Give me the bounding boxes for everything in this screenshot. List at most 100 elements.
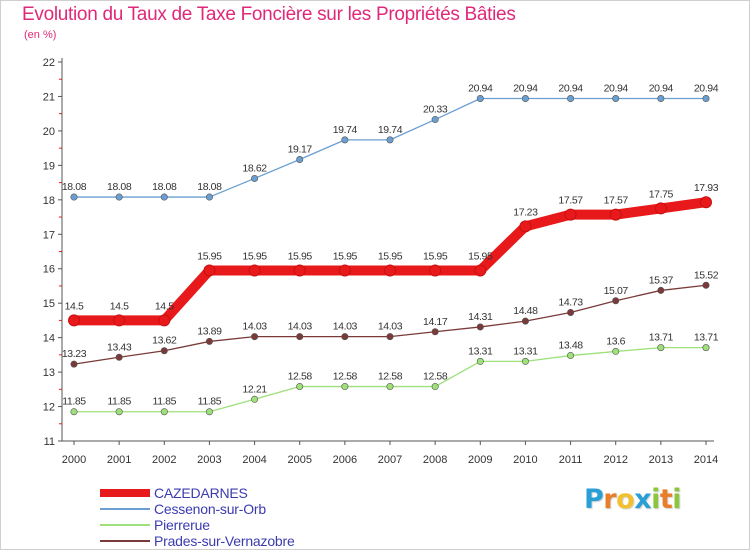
data-point-1 [205, 193, 213, 201]
data-label-2: 13.31 [468, 345, 493, 357]
logo-letter: i [651, 484, 660, 515]
data-label-0: 14.5 [155, 300, 174, 312]
data-label-2: 12.58 [288, 371, 313, 383]
logo-letter: x [634, 484, 652, 515]
data-label-2: 13.48 [558, 340, 583, 352]
data-point-3 [521, 317, 529, 325]
data-point-1 [657, 95, 665, 103]
data-point-2 [160, 408, 168, 416]
legend-label: Pierrerue [154, 517, 210, 533]
data-label-1: 18.08 [197, 181, 222, 193]
legend-swatch-prades [100, 540, 150, 542]
legend-swatch-pierrerue [100, 524, 150, 526]
data-point-0 [68, 314, 80, 327]
data-point-3 [657, 286, 665, 294]
data-point-2 [115, 408, 123, 416]
data-label-3: 14.03 [378, 321, 403, 333]
data-label-2: 13.31 [513, 345, 538, 357]
y-tick-label: 14 [43, 333, 55, 345]
data-label-0: 14.5 [110, 300, 129, 312]
data-point-0 [158, 314, 171, 327]
x-tick-label: 2014 [694, 454, 718, 466]
x-tick-label: 2000 [62, 454, 86, 466]
data-point-2 [341, 383, 349, 391]
data-point-0 [384, 264, 396, 277]
data-point-1 [567, 95, 575, 103]
legend-swatch-cazedarnes [100, 489, 150, 497]
x-tick-label: 2005 [287, 454, 311, 466]
data-point-0 [429, 264, 442, 277]
legend-item-prades: Prades-sur-Vernazobre [100, 533, 400, 549]
data-label-0: 17.93 [694, 182, 719, 194]
x-tick-label: 2009 [468, 454, 492, 466]
x-tick-label: 2007 [378, 454, 402, 466]
y-tick-label: 22 [43, 57, 55, 69]
data-label-0: 15.95 [288, 250, 313, 262]
data-point-0 [338, 264, 351, 277]
data-label-1: 20.94 [468, 83, 493, 95]
data-label-2: 12.58 [423, 371, 448, 383]
x-tick-label: 2008 [423, 454, 447, 466]
data-point-1 [521, 95, 529, 103]
data-point-0 [113, 314, 126, 327]
data-label-3: 15.52 [694, 269, 719, 281]
data-label-3: 14.73 [558, 296, 583, 308]
data-point-2 [567, 352, 575, 360]
data-label-2: 13.71 [694, 332, 719, 344]
legend-item-cessenon: Cessenon-sur-Orb [100, 501, 400, 517]
data-label-0: 15.95 [378, 250, 403, 262]
data-point-3 [160, 347, 168, 355]
data-point-3 [115, 353, 123, 361]
data-point-3 [70, 360, 78, 368]
legend-label: Cessenon-sur-Orb [154, 501, 266, 517]
x-tick-label: 2013 [649, 454, 673, 466]
data-label-1: 19.74 [378, 124, 403, 136]
data-point-0 [248, 264, 261, 277]
data-label-3: 14.03 [333, 321, 358, 333]
data-label-0: 17.23 [513, 206, 538, 218]
data-label-1: 18.08 [107, 181, 132, 193]
data-label-1: 19.17 [288, 144, 313, 156]
data-point-0 [203, 264, 216, 277]
logo-letter: t [659, 484, 673, 515]
data-point-3 [296, 333, 304, 341]
logo-letter: i [672, 484, 682, 515]
data-point-3 [205, 337, 213, 345]
data-label-2: 13.6 [606, 335, 625, 347]
y-tick-label: 19 [43, 160, 55, 172]
y-tick-label: 16 [43, 264, 55, 276]
x-tick-label: 2010 [513, 454, 537, 466]
data-point-2 [386, 383, 394, 391]
data-label-0: 15.95 [242, 250, 267, 262]
data-point-1 [341, 136, 349, 144]
data-label-1: 20.94 [604, 83, 629, 95]
data-label-3: 13.23 [62, 348, 87, 360]
data-point-3 [251, 333, 259, 341]
data-point-3 [386, 333, 394, 341]
data-label-2: 13.71 [649, 332, 674, 344]
data-point-3 [341, 333, 349, 341]
data-point-1 [70, 193, 78, 201]
x-tick-label: 2004 [242, 454, 266, 466]
data-label-3: 14.03 [288, 321, 313, 333]
data-point-1 [296, 156, 304, 164]
x-tick-label: 2006 [333, 454, 357, 466]
data-label-3: 14.48 [513, 305, 538, 317]
data-label-3: 14.17 [423, 316, 448, 328]
logo-letter: r [603, 484, 617, 515]
data-label-0: 14.5 [65, 300, 84, 312]
data-label-1: 20.94 [558, 83, 583, 95]
data-point-2 [251, 395, 259, 403]
x-tick-label: 2003 [197, 454, 221, 466]
data-label-3: 13.89 [197, 325, 222, 337]
data-point-1 [251, 174, 259, 182]
data-label-2: 12.21 [242, 383, 267, 395]
data-label-3: 13.62 [152, 335, 177, 347]
proxiti-logo: Proxiti [584, 484, 682, 515]
data-point-3 [612, 297, 620, 305]
data-label-1: 19.74 [333, 124, 358, 136]
data-point-2 [296, 383, 304, 391]
y-tick-label: 21 [43, 91, 55, 103]
x-tick-label: 2002 [152, 454, 176, 466]
data-point-0 [609, 208, 622, 221]
